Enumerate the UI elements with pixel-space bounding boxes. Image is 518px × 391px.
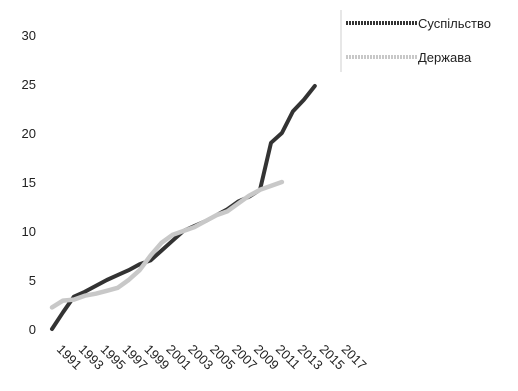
data-point	[160, 242, 163, 244]
data-point	[270, 142, 272, 144]
data-point	[314, 85, 316, 87]
data-point	[303, 98, 305, 101]
data-point	[73, 298, 75, 301]
data-point	[51, 306, 53, 309]
data-point	[259, 189, 261, 191]
data-point	[127, 279, 130, 281]
data-point	[149, 259, 152, 262]
data-point	[138, 263, 141, 266]
y-axis-ticks: 0 5 10 15 20 25 30	[22, 28, 36, 337]
data-point	[160, 249, 163, 252]
y-tick-label: 10	[22, 224, 36, 239]
legend: Суспільство Держава	[340, 10, 491, 72]
y-tick-label: 15	[22, 175, 36, 190]
y-tick-label: 25	[22, 77, 36, 92]
data-point	[51, 328, 53, 330]
data-point	[62, 311, 64, 314]
data-point	[171, 234, 174, 236]
y-tick-label: 5	[29, 273, 36, 288]
y-tick-label: 30	[22, 28, 36, 43]
data-point	[281, 132, 283, 134]
data-point	[281, 181, 283, 183]
data-point	[138, 269, 141, 272]
data-point	[248, 194, 250, 197]
data-point	[116, 287, 119, 289]
data-point	[215, 214, 218, 217]
data-point	[84, 294, 86, 297]
data-point	[193, 226, 196, 228]
series-layer	[49, 84, 317, 331]
data-point	[106, 290, 108, 292]
data-point	[226, 210, 228, 213]
data-point	[95, 285, 97, 287]
data-point	[149, 254, 152, 257]
data-point	[182, 230, 185, 232]
legend-label-suspilstvo: Суспільство	[418, 16, 491, 31]
y-tick-label: 0	[29, 322, 36, 337]
data-point	[95, 292, 97, 295]
x-axis-ticks: 1991199319951997199920012003200520072009…	[54, 342, 370, 373]
x-tick-label: 1991	[54, 342, 85, 373]
data-point	[270, 185, 272, 187]
data-point	[292, 110, 294, 113]
series-line-derzhava	[49, 179, 285, 310]
data-point	[116, 274, 119, 276]
data-point	[237, 202, 239, 205]
data-point	[106, 279, 108, 281]
data-point	[171, 240, 174, 242]
data-point	[62, 299, 64, 302]
data-point	[127, 269, 130, 272]
data-point	[204, 220, 207, 222]
y-tick-label: 20	[22, 126, 36, 141]
data-point	[84, 291, 86, 293]
legend-label-derzhava: Держава	[418, 50, 472, 65]
